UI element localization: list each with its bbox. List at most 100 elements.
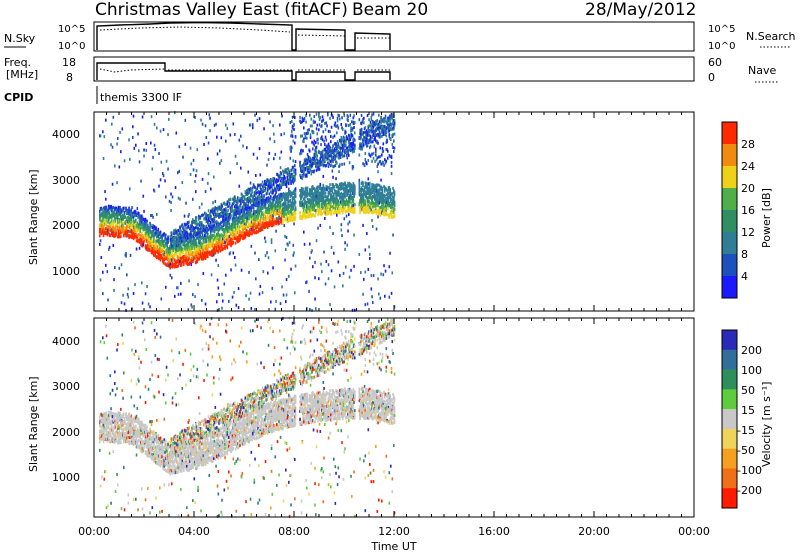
- power-echo: [160, 241, 163, 245]
- power-echo: [226, 223, 229, 227]
- power-echo: [162, 249, 165, 253]
- power-echo: [303, 160, 306, 164]
- power-echo: [215, 258, 217, 262]
- power-echo: [337, 126, 340, 130]
- power-echo: [279, 123, 281, 127]
- power-echo: [333, 149, 335, 153]
- power-echo: [332, 115, 334, 119]
- power-echo: [334, 121, 337, 125]
- power-echo: [276, 217, 278, 221]
- power-echo: [232, 251, 235, 255]
- power-echo: [327, 207, 329, 211]
- power-echo: [330, 134, 332, 138]
- power-echo: [251, 190, 253, 194]
- power-echo: [162, 174, 165, 178]
- power-echo: [279, 203, 282, 207]
- power-echo: [279, 166, 282, 170]
- power-echo: [117, 215, 119, 219]
- power-echo: [195, 190, 197, 194]
- power-echo: [225, 236, 228, 240]
- power-echo: [340, 123, 343, 127]
- power-echo: [294, 203, 296, 207]
- power-echo: [348, 184, 351, 188]
- power-echo: [334, 156, 337, 160]
- power-echo: [194, 240, 196, 244]
- power-echo: [285, 182, 288, 186]
- power-echo: [291, 177, 294, 181]
- power-echo: [132, 292, 135, 296]
- power-echo: [255, 189, 257, 193]
- power-echo: [348, 144, 351, 148]
- power-echo: [221, 292, 223, 296]
- power-echo: [186, 230, 188, 234]
- power-echo: [320, 160, 322, 164]
- power-echo: [231, 231, 233, 235]
- power-echo: [345, 130, 347, 134]
- power-echo: [102, 234, 105, 238]
- power-echo: [169, 251, 172, 255]
- power-echo: [333, 152, 336, 156]
- power-echo: [307, 165, 310, 169]
- power-echo: [141, 214, 143, 218]
- cpid-label: CPID: [4, 91, 33, 104]
- power-echo: [317, 190, 319, 194]
- nsky-trace: [96, 21, 391, 51]
- power-echo: [237, 196, 239, 200]
- power-echo: [186, 238, 188, 242]
- power-echo: [245, 198, 247, 202]
- power-echo: [228, 299, 230, 303]
- power-echo: [230, 268, 232, 272]
- power-echo: [121, 127, 124, 131]
- power-echo: [179, 226, 181, 230]
- power-echo: [173, 238, 175, 242]
- power-echo: [118, 219, 121, 223]
- power-echo: [342, 200, 345, 204]
- power-echo: [153, 240, 155, 244]
- power-echo: [246, 220, 249, 224]
- power-echo: [122, 223, 124, 227]
- power-echo: [105, 205, 108, 209]
- power-echo: [308, 170, 310, 174]
- power-echo: [309, 167, 311, 171]
- power-echo: [154, 147, 157, 151]
- power-echo: [309, 209, 311, 213]
- power-echo: [252, 212, 255, 216]
- power-echo: [175, 252, 178, 256]
- power-echo: [132, 135, 134, 139]
- power-echo: [143, 209, 145, 213]
- power-echo: [345, 214, 348, 218]
- power-echo: [198, 221, 201, 225]
- power-echo: [312, 147, 314, 151]
- nsearch-trace: [99, 26, 390, 39]
- power-echo: [193, 238, 196, 242]
- power-echo: [243, 195, 246, 199]
- power-echo: [336, 161, 338, 165]
- power-echo: [162, 239, 164, 243]
- power-echo: [226, 246, 229, 250]
- power-echo: [340, 223, 343, 227]
- power-echo: [324, 128, 327, 132]
- beam-label: Beam 20: [352, 0, 428, 20]
- power-echo: [337, 201, 340, 205]
- power-echo: [243, 222, 246, 226]
- power-echo: [273, 179, 276, 183]
- power-echo: [333, 123, 336, 127]
- power-echo: [183, 239, 185, 243]
- power-echo: [128, 206, 130, 210]
- power-echo: [141, 301, 144, 305]
- power-echo: [110, 204, 112, 208]
- power-echo: [121, 215, 124, 219]
- power-echo: [216, 207, 218, 211]
- power-echo: [285, 248, 287, 252]
- power-echo: [171, 258, 173, 262]
- power-echo: [150, 239, 153, 243]
- power-echo: [148, 235, 151, 239]
- power-echo: [235, 303, 238, 307]
- power-echo: [207, 157, 209, 161]
- power-echo: [256, 186, 259, 190]
- power-echo: [321, 192, 324, 196]
- power-echo: [179, 253, 181, 257]
- power-echo: [150, 115, 153, 119]
- power-echo: [309, 161, 312, 165]
- power-echo: [256, 118, 259, 122]
